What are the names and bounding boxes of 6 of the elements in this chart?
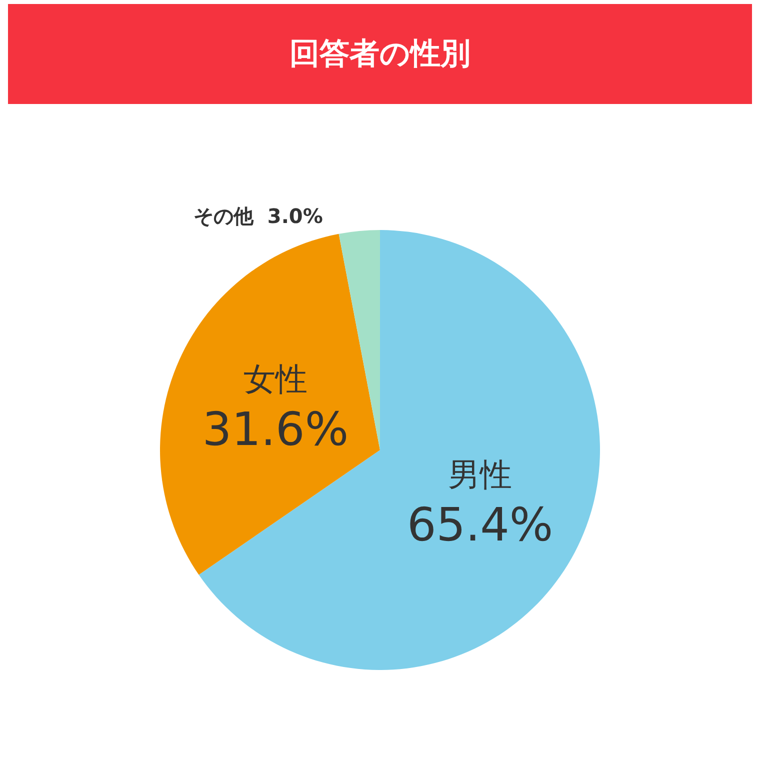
- data-label: 65.4%: [406, 498, 554, 552]
- slice-label: その他 3.0%: [193, 204, 323, 228]
- data-label: 31.6%: [202, 402, 349, 456]
- slice-label: 女性: [243, 360, 308, 398]
- slice-label: 男性: [448, 456, 512, 494]
- chart-title: 回答者の性別: [290, 36, 470, 72]
